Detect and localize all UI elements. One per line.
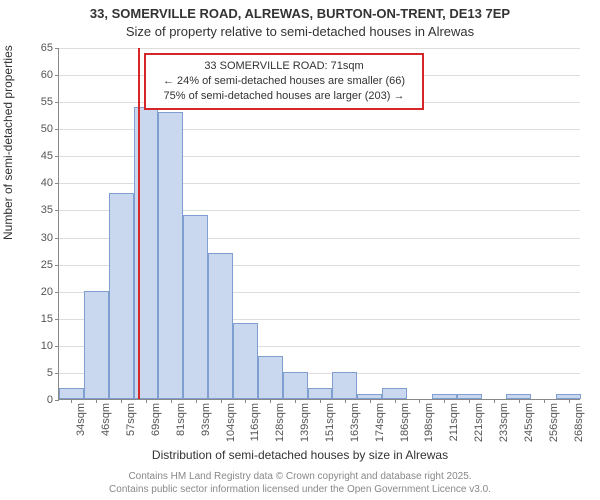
xtick-mark	[544, 399, 545, 403]
xtick-label: 163sqm	[349, 403, 361, 442]
histogram-bar	[59, 388, 84, 399]
ytick-label: 5	[47, 367, 53, 379]
xtick-mark	[519, 399, 520, 403]
xtick-label: 34sqm	[75, 403, 87, 436]
ytick-mark	[55, 346, 59, 347]
xtick-label: 221sqm	[473, 403, 485, 442]
ytick-label: 45	[41, 150, 53, 162]
ytick-mark	[55, 319, 59, 320]
ytick-mark	[55, 156, 59, 157]
plot-area: 0510152025303540455055606534sqm46sqm57sq…	[58, 48, 580, 400]
ytick-label: 10	[41, 340, 53, 352]
xtick-mark	[469, 399, 470, 403]
chart-title-line1: 33, SOMERVILLE ROAD, ALREWAS, BURTON-ON-…	[0, 6, 600, 21]
xtick-label: 198sqm	[423, 403, 435, 442]
histogram-bar	[208, 253, 233, 399]
xtick-label: 233sqm	[498, 403, 510, 442]
x-axis-label: Distribution of semi-detached houses by …	[0, 448, 600, 462]
credits-line2: Contains public sector information licen…	[0, 483, 600, 496]
histogram-bar	[308, 388, 333, 399]
histogram-bar	[84, 291, 109, 399]
xtick-mark	[345, 399, 346, 403]
annotation-line3: 75% of semi-detached houses are larger (…	[154, 89, 414, 104]
histogram-bar	[183, 215, 208, 399]
ytick-label: 0	[47, 394, 53, 406]
annotation-box: 33 SOMERVILLE ROAD: 71sqm ← 24% of semi-…	[144, 53, 424, 110]
xtick-label: 186sqm	[399, 403, 411, 442]
ytick-mark	[55, 210, 59, 211]
xtick-mark	[146, 399, 147, 403]
xtick-mark	[221, 399, 222, 403]
xtick-label: 46sqm	[100, 403, 112, 436]
ytick-mark	[55, 400, 59, 401]
ytick-label: 40	[41, 177, 53, 189]
ytick-label: 20	[41, 286, 53, 298]
xtick-mark	[320, 399, 321, 403]
xtick-mark	[270, 399, 271, 403]
ytick-label: 65	[41, 42, 53, 54]
ytick-mark	[55, 373, 59, 374]
xtick-mark	[121, 399, 122, 403]
ytick-mark	[55, 265, 59, 266]
xtick-mark	[245, 399, 246, 403]
xtick-label: 128sqm	[274, 403, 286, 442]
ytick-mark	[55, 292, 59, 293]
ytick-mark	[55, 75, 59, 76]
xtick-label: 256sqm	[548, 403, 560, 442]
property-marker-line	[138, 48, 140, 399]
xtick-mark	[171, 399, 172, 403]
ytick-label: 35	[41, 204, 53, 216]
xtick-label: 151sqm	[324, 403, 336, 442]
xtick-mark	[494, 399, 495, 403]
xtick-mark	[444, 399, 445, 403]
ytick-mark	[55, 129, 59, 130]
chart-title-line2: Size of property relative to semi-detach…	[0, 24, 600, 39]
xtick-label: 116sqm	[249, 403, 261, 441]
annotation-line1: 33 SOMERVILLE ROAD: 71sqm	[154, 59, 414, 74]
xtick-mark	[96, 399, 97, 403]
ytick-label: 55	[41, 96, 53, 108]
xtick-mark	[196, 399, 197, 403]
ytick-mark	[55, 238, 59, 239]
histogram-bar	[283, 372, 308, 399]
histogram-bar	[233, 323, 258, 399]
xtick-mark	[295, 399, 296, 403]
xtick-label: 245sqm	[523, 403, 535, 442]
histogram-bar	[158, 112, 183, 399]
xtick-mark	[419, 399, 420, 403]
ytick-label: 50	[41, 123, 53, 135]
xtick-mark	[370, 399, 371, 403]
annotation-line2: ← 24% of semi-detached houses are smalle…	[154, 74, 414, 89]
ytick-label: 30	[41, 232, 53, 244]
ytick-label: 25	[41, 259, 53, 271]
xtick-label: 174sqm	[374, 403, 386, 442]
xtick-label: 69sqm	[150, 403, 162, 436]
xtick-label: 104sqm	[225, 403, 237, 442]
xtick-mark	[395, 399, 396, 403]
ytick-label: 60	[41, 69, 53, 81]
histogram-bar	[332, 372, 357, 399]
ytick-mark	[55, 48, 59, 49]
histogram-bar	[258, 356, 283, 399]
xtick-label: 93sqm	[200, 403, 212, 436]
xtick-label: 81sqm	[175, 403, 187, 436]
histogram-bar	[382, 388, 407, 399]
ytick-label: 15	[41, 313, 53, 325]
y-axis-label: Number of semi-detached properties	[1, 45, 15, 240]
xtick-label: 211sqm	[448, 403, 460, 441]
ytick-mark	[55, 183, 59, 184]
xtick-label: 268sqm	[573, 403, 585, 442]
xtick-mark	[569, 399, 570, 403]
xtick-mark	[71, 399, 72, 403]
xtick-label: 57sqm	[125, 403, 137, 436]
credits: Contains HM Land Registry data © Crown c…	[0, 470, 600, 496]
histogram-bar	[109, 193, 134, 399]
ytick-mark	[55, 102, 59, 103]
credits-line1: Contains HM Land Registry data © Crown c…	[0, 470, 600, 483]
xtick-label: 139sqm	[299, 403, 311, 442]
